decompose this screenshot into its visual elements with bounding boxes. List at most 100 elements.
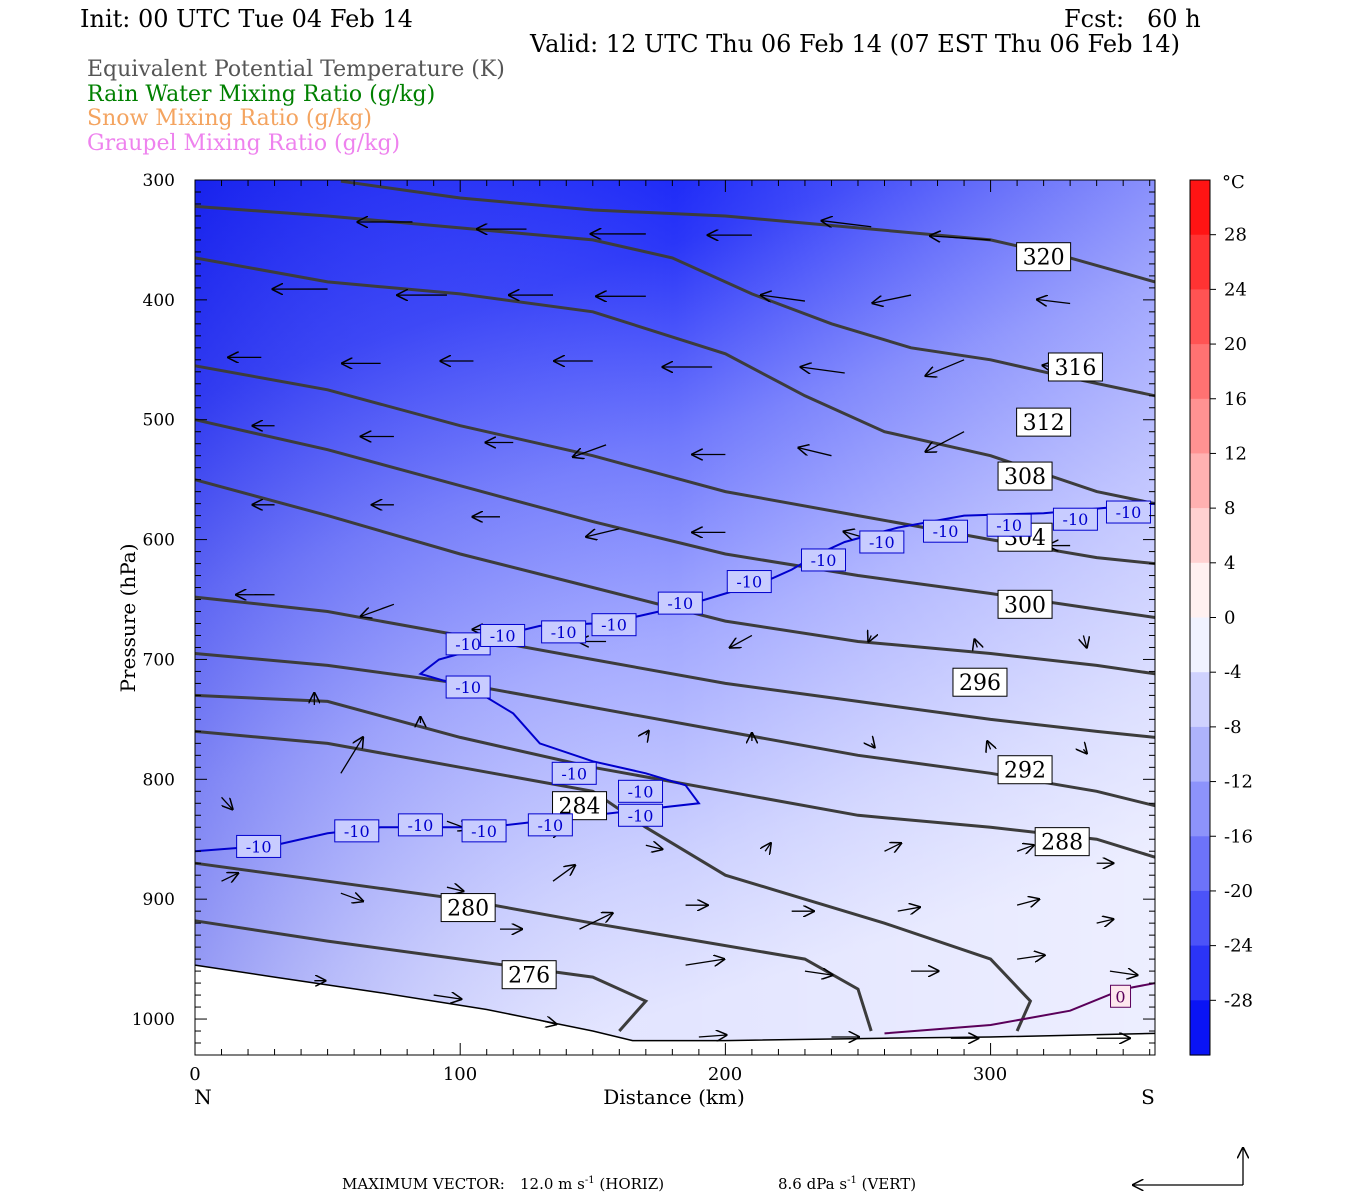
colorbar-label: 16 — [1224, 389, 1247, 410]
svg-text:-10: -10 — [537, 816, 563, 835]
theta-e-label-292: 292 — [997, 755, 1053, 785]
wind-vector — [761, 295, 806, 301]
theta-e-label-308: 308 — [997, 461, 1053, 491]
colorbar-label: -12 — [1224, 772, 1253, 793]
colorbar-label: 24 — [1224, 279, 1247, 300]
south-label: S — [1141, 1085, 1155, 1109]
svg-text:-10: -10 — [471, 822, 497, 841]
wind-vector — [799, 448, 832, 457]
theta-e-line-304 — [194, 418, 1156, 619]
theta-e-line-308 — [194, 364, 1156, 566]
vert-value: 8.6 dPa s — [778, 1175, 848, 1193]
theta-e-line-280 — [194, 861, 873, 1032]
wind-vector — [930, 236, 991, 240]
svg-text:-10: -10 — [246, 837, 272, 856]
colorbar-swatch — [1190, 453, 1210, 509]
wind-vector — [1083, 749, 1086, 753]
svg-text:-10: -10 — [490, 626, 516, 645]
theta-e-line-300 — [194, 478, 1156, 676]
isotherm-minus10-label: -10 — [859, 530, 905, 554]
svg-text:-10: -10 — [1063, 510, 1089, 529]
svg-text:296: 296 — [959, 671, 1001, 696]
wind-vector — [1096, 919, 1114, 923]
legend-rain: Rain Water Mixing Ratio (g/kg) — [87, 82, 436, 107]
wind-vector — [645, 845, 662, 849]
wind-vector — [822, 221, 872, 227]
isotherm-minus10-label: -10 — [801, 548, 847, 572]
horiz-exp: -1 — [584, 1175, 595, 1186]
colorbar-label: -4 — [1224, 662, 1242, 683]
wind-vector — [221, 796, 233, 809]
svg-text:-10: -10 — [628, 782, 654, 801]
wind-vector — [869, 635, 872, 641]
svg-text:-10: -10 — [996, 516, 1022, 535]
isotherm-minus10-label: -10 — [986, 513, 1032, 537]
colorbar-swatch — [1190, 1000, 1210, 1056]
svg-text:-10: -10 — [551, 623, 577, 642]
colorbar-swatch — [1190, 890, 1210, 947]
svg-text:-10: -10 — [1116, 503, 1142, 522]
north-label: N — [194, 1085, 212, 1109]
isotherm-minus10-label: -10 — [726, 570, 772, 594]
colorbar-swatch — [1190, 617, 1210, 673]
terrain-line — [194, 964, 1156, 1042]
isotherm-zero-label: 0 — [1110, 984, 1132, 1008]
init-time: Init: 00 UTC Tue 04 Feb 14 — [80, 5, 413, 33]
isotherm-minus10-label: -10 — [551, 761, 597, 785]
isotherm-minus10-label: -10 — [618, 779, 664, 803]
svg-text:0: 0 — [1115, 987, 1125, 1006]
isotherm-minus10-label: -10 — [236, 834, 282, 858]
svg-text:316: 316 — [1054, 356, 1096, 381]
y-tick-label-800: 800 — [143, 770, 175, 790]
legend-snow: Snow Mixing Ratio (g/kg) — [87, 106, 372, 131]
x-tick-label-300: 300 — [973, 1064, 1007, 1085]
isotherm-zero-line — [884, 982, 1156, 1035]
svg-text:288: 288 — [1041, 831, 1083, 856]
svg-text:-10: -10 — [408, 816, 434, 835]
theta-e-line-296 — [194, 595, 1156, 739]
wind-vector — [1017, 955, 1045, 959]
theta-e-label-312: 312 — [1016, 407, 1072, 437]
colorbar-swatch — [1190, 945, 1210, 1001]
colorbar-swatch — [1190, 344, 1210, 400]
vert-exp: -1 — [847, 1175, 857, 1186]
forecast-hour: Fcst: 60 h — [1064, 5, 1201, 33]
colorbar-label: -20 — [1224, 881, 1253, 902]
colorbar-label: 0 — [1224, 608, 1235, 629]
svg-text:-10: -10 — [561, 764, 587, 783]
svg-text:276: 276 — [508, 964, 550, 989]
theta-e-line-284 — [194, 729, 1033, 1032]
wind-vector — [801, 367, 845, 373]
max-vector-vert: 8.6 dPa s-1 (VERT) — [778, 1175, 916, 1193]
horiz-unit: (HORIZ) — [599, 1175, 665, 1193]
colorbar-label: 20 — [1224, 334, 1247, 355]
wind-vector — [897, 907, 920, 911]
colorbar-unit: °C — [1222, 172, 1245, 193]
svg-text:-10: -10 — [455, 678, 481, 697]
colorbar-swatch — [1190, 398, 1210, 455]
horiz-value: 12.0 m s — [520, 1175, 585, 1193]
isotherm-minus10-label: -10 — [1052, 507, 1098, 531]
wind-vector — [975, 640, 978, 648]
theta-e-label-280: 280 — [440, 893, 496, 923]
wind-vector — [1083, 635, 1086, 647]
wind-vector — [1109, 971, 1137, 975]
wind-vector — [685, 959, 724, 965]
max-vector-label: MAXIMUM VECTOR: — [342, 1175, 505, 1193]
theta-e-label-300: 300 — [997, 589, 1053, 619]
y-tick-label-600: 600 — [143, 531, 175, 551]
y-tick-label-900: 900 — [143, 890, 175, 910]
theta-e-line-316 — [194, 204, 1156, 398]
x-tick-label-200: 200 — [708, 1064, 742, 1085]
wind-vector — [730, 634, 753, 647]
wind-vector — [646, 731, 649, 735]
wind-vector — [1016, 899, 1039, 905]
colorbar-swatch — [1190, 726, 1210, 783]
svg-text:300: 300 — [1004, 593, 1046, 618]
colorbar-label: 8 — [1224, 498, 1235, 519]
colorbar-swatch — [1190, 508, 1210, 564]
isotherm-minus10-label: -10 — [461, 819, 507, 843]
isotherm-minus10-label: -10 — [397, 813, 443, 837]
legend-theta-e: Equivalent Potential Temperature (K) — [87, 57, 505, 82]
wind-vector — [926, 431, 965, 452]
